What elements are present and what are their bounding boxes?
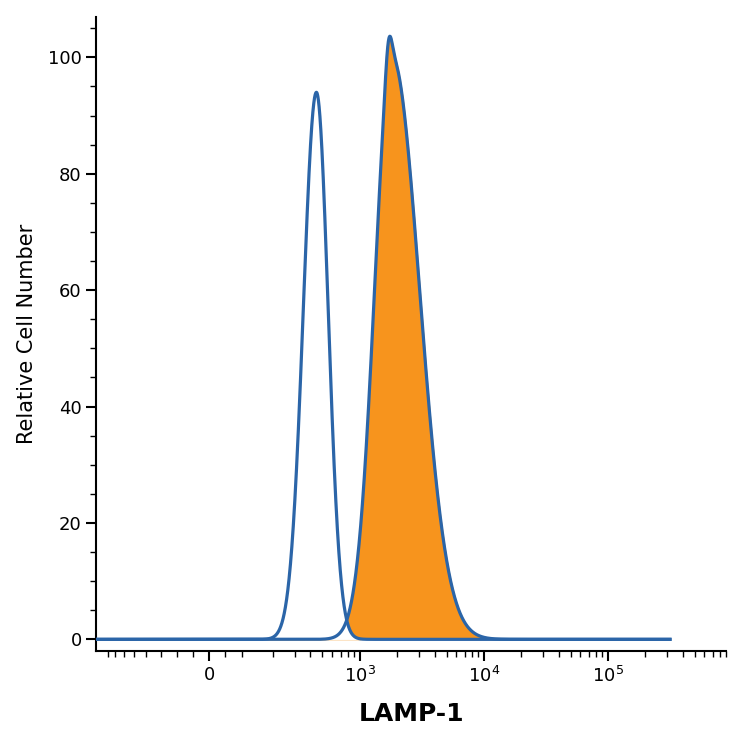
Y-axis label: Relative Cell Number: Relative Cell Number [16, 224, 36, 444]
X-axis label: LAMP-1: LAMP-1 [358, 702, 464, 727]
